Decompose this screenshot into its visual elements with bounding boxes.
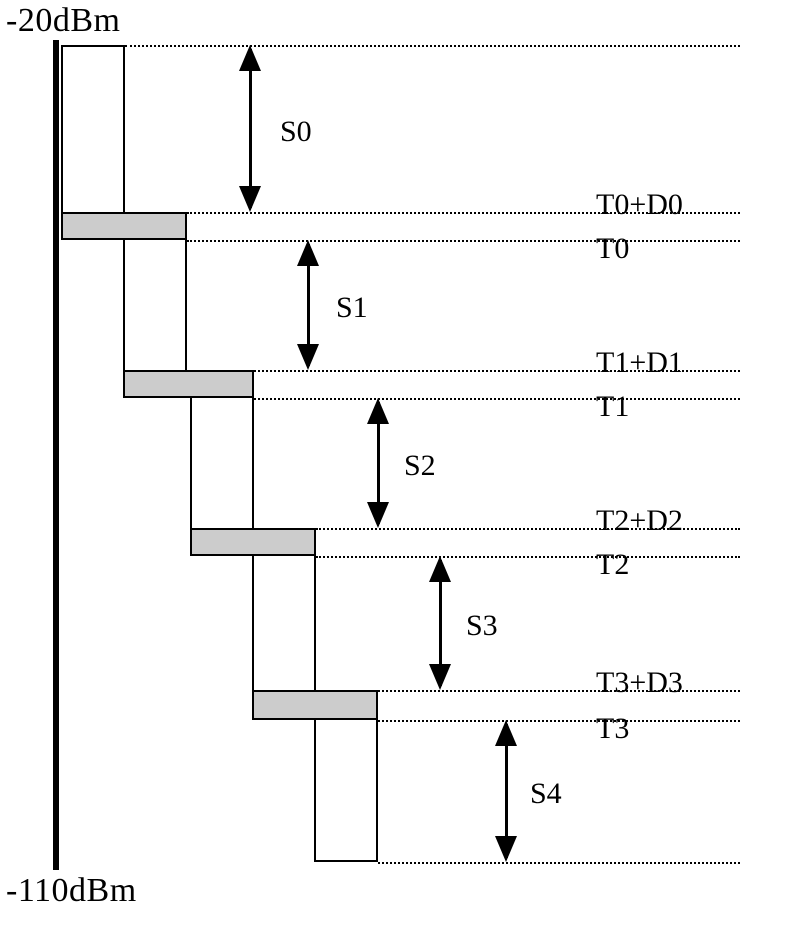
threshold-upper-label-1: T1+D1 [596, 346, 683, 380]
agc-range-diagram: -20dBm -110dBm T0+D0 T0 T1+D1 T1 T2+D2 T2 T3+D3 T… [0, 0, 800, 925]
threshold-upper-label-2: T2+D2 [596, 504, 683, 538]
overlap-shade-3 [252, 690, 378, 720]
span-label-1: S1 [336, 291, 368, 325]
span-label-4: S4 [530, 777, 562, 811]
span-arrow-up-2 [367, 398, 389, 424]
dotted-lower-3 [378, 720, 740, 722]
span-arrow-up-0 [239, 45, 261, 71]
overlap-shade-0 [61, 212, 187, 240]
span-arrow-up-3 [429, 556, 451, 582]
threshold-lower-label-2: T2 [596, 548, 629, 582]
overlap-shade-2 [190, 528, 316, 556]
overlap-shade-1 [123, 370, 254, 398]
vertical-axis [53, 40, 59, 870]
top-scale-label: -20dBm [6, 2, 120, 40]
threshold-upper-label-3: T3+D3 [596, 666, 683, 700]
span-label-2: S2 [404, 449, 436, 483]
span-arrow-down-0 [239, 186, 261, 212]
span-arrow-down-2 [367, 502, 389, 528]
dotted-lower-1 [254, 398, 740, 400]
span-arrow-down-1 [297, 344, 319, 370]
dotted-lower-2 [316, 556, 740, 558]
span-arrow-up-4 [495, 720, 517, 746]
range-bar-0 [61, 45, 125, 240]
span-label-0: S0 [280, 115, 312, 149]
dotted-lower-0 [187, 240, 740, 242]
threshold-lower-label-1: T1 [596, 390, 629, 424]
span-arrow-up-1 [297, 240, 319, 266]
threshold-lower-label-3: T3 [596, 712, 629, 746]
span-label-3: S3 [466, 609, 498, 643]
span-arrow-down-4 [495, 836, 517, 862]
span-arrow-line-0 [249, 49, 252, 208]
dotted-top [125, 45, 740, 47]
dotted-bottom [378, 862, 740, 864]
threshold-lower-label-0: T0 [596, 232, 629, 266]
span-arrow-down-3 [429, 664, 451, 690]
threshold-upper-label-0: T0+D0 [596, 188, 683, 222]
dotted-upper-3 [378, 690, 740, 692]
bottom-scale-label: -110dBm [6, 872, 137, 910]
